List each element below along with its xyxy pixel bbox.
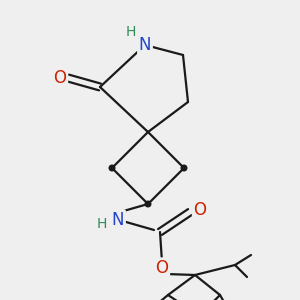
Circle shape: [145, 201, 151, 207]
Text: N: N: [112, 211, 124, 229]
Text: H: H: [126, 25, 136, 39]
Text: O: O: [53, 69, 67, 87]
Text: H: H: [97, 217, 107, 231]
Text: N: N: [139, 36, 151, 54]
Text: O: O: [155, 259, 169, 277]
Text: O: O: [194, 201, 206, 219]
Circle shape: [181, 165, 187, 171]
Circle shape: [109, 165, 115, 171]
